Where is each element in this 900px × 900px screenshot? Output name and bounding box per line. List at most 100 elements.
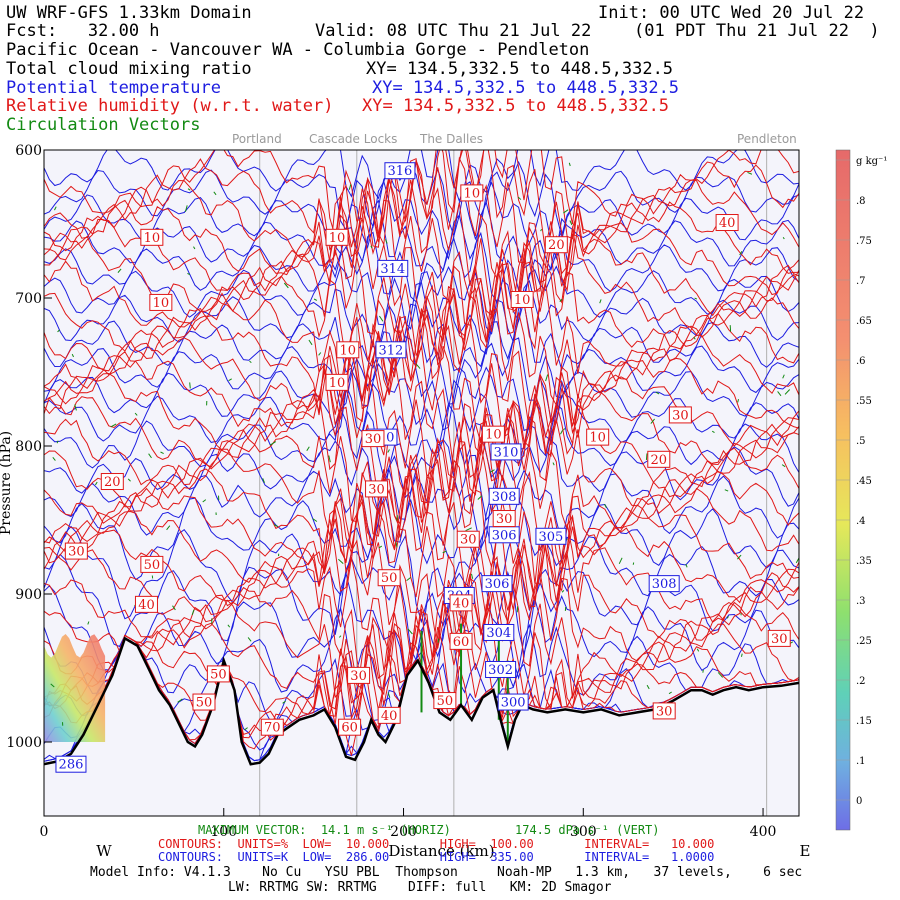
theta-label-text: 312 — [379, 343, 404, 358]
rh-label-text: 30 — [496, 512, 513, 527]
rh-label: 60 — [449, 632, 473, 650]
rh-label-text: 30 — [460, 533, 477, 548]
rh-contour-13 — [44, 363, 799, 490]
circulation-vector — [737, 554, 742, 560]
max-vector-vert: 174.5 dPa s⁻¹ (VERT) — [515, 823, 660, 837]
domain-title: UW WRF-GFS 1.33km Domain — [6, 3, 252, 23]
rh-label: 50 — [140, 555, 164, 573]
circulation-vector — [148, 453, 152, 459]
rh-contour-17 — [44, 443, 799, 573]
x-axis-label: Distance (km) — [388, 842, 494, 860]
theta-label: 308 — [488, 487, 520, 505]
rh-label-text: 10 — [485, 428, 502, 443]
rh-contour-20 — [44, 508, 799, 629]
theta-label-text: 305 — [539, 530, 564, 545]
rh-label-box — [100, 473, 124, 491]
rh-label-box — [544, 236, 568, 254]
rh-label-text: 70 — [264, 721, 281, 736]
rh-label-box — [149, 293, 173, 311]
theta-label: 304 — [483, 623, 515, 641]
theta-contour-info: CONTOURS: UNITS=K LOW= 286.00 HIGH= 335.… — [158, 850, 715, 864]
rh-contour-1 — [44, 150, 799, 258]
rh-label-text: 40 — [138, 598, 155, 613]
rh-contour-19 — [44, 477, 799, 610]
circulation-vector — [563, 428, 566, 431]
theta-label: 306 — [481, 575, 513, 593]
rh-label: 30 — [361, 430, 385, 448]
theta-contour-7 — [44, 302, 799, 373]
rh-label-text: 30 — [368, 482, 385, 497]
theta-label-text: 300 — [501, 696, 526, 711]
field-vectors-name: Circulation Vectors — [6, 115, 201, 135]
circulation-vector — [477, 495, 483, 500]
theta-label-box — [55, 755, 87, 773]
circulation-vector — [308, 339, 313, 346]
model-info: Model Info: V4.1.3 No Cu YSU PBL Thompso… — [90, 865, 803, 880]
theta-label-box — [384, 162, 416, 180]
circulation-vector — [193, 246, 196, 250]
circulation-vector — [717, 672, 724, 678]
rh-label: 30 — [767, 629, 791, 647]
circulation-vector — [437, 638, 440, 643]
rh-label-text: 30 — [68, 545, 85, 560]
theta-label-box — [490, 443, 522, 461]
colorbar-tick-label: .15 — [856, 716, 872, 727]
circulation-vector — [187, 272, 191, 276]
rh-label-text: 10 — [464, 186, 481, 201]
rh-label-box — [192, 693, 216, 711]
rh-label-text: 40 — [453, 596, 470, 611]
circulation-vector — [406, 577, 412, 581]
circulation-vector — [568, 162, 571, 167]
rh-label-text: 10 — [144, 231, 161, 246]
max-vector-horiz: MAXIMUM VECTOR: 14.1 m s⁻¹ (HORIZ) — [198, 823, 451, 837]
theta-label-text: 306 — [492, 528, 517, 543]
circulation-vector — [737, 398, 739, 403]
circulation-vector — [782, 374, 785, 379]
rh-label-box — [449, 632, 473, 650]
circulation-vector — [87, 621, 90, 625]
rh-label-text: 60 — [453, 635, 470, 650]
rh-label-text: 50 — [210, 667, 227, 682]
theta-contour-2 — [44, 180, 799, 261]
circulation-vector — [213, 191, 217, 196]
circulation-vector — [741, 653, 743, 657]
circulation-vector — [569, 220, 573, 226]
rh-contour-16 — [44, 421, 799, 549]
colorbar-tick-label: .75 — [856, 236, 872, 247]
rh-label-text: 10 — [340, 343, 357, 358]
rh-contour-8 — [44, 262, 799, 396]
theta-label: 312 — [375, 341, 407, 359]
rh-contour-18 — [44, 469, 799, 585]
valid-time-local: (01 PDT Thu 21 Jul 22 ) — [634, 21, 880, 41]
valid-time: Valid: 08 UTC Thu 21 Jul 22 — [315, 21, 592, 41]
y-tick-label: 600 — [15, 143, 42, 159]
rh-label-box — [433, 692, 457, 710]
circulation-vector — [726, 616, 729, 619]
circulation-vector — [247, 637, 252, 642]
x-tick-label: 0 — [40, 824, 49, 840]
theta-label: 286 — [55, 755, 87, 773]
rh-label: 30 — [668, 406, 692, 424]
theta-label-box — [375, 341, 407, 359]
theta-contour-11 — [44, 402, 799, 480]
theta-label: 300 — [497, 693, 529, 711]
theta-label-box — [648, 575, 680, 593]
colorbar-tick-label: .45 — [856, 476, 872, 487]
rh-label-box — [652, 702, 676, 720]
rh-contour-12 — [44, 352, 799, 481]
y-tick-label: 900 — [15, 587, 42, 603]
theta-label-box — [483, 623, 515, 641]
circulation-vector — [71, 353, 75, 358]
plot-frame — [43, 149, 800, 817]
colorbar-tick-label: .3 — [856, 596, 866, 607]
rh-label-box — [336, 341, 360, 359]
circulation-vector — [655, 391, 660, 395]
circulation-vector — [338, 558, 344, 564]
rh-label-text: 30 — [350, 669, 367, 684]
circulation-vector — [724, 489, 729, 492]
circulation-vector — [694, 297, 698, 300]
field-cloud-xy: XY= 134.5,332.5 to 448.5,332.5 — [366, 59, 674, 79]
circulation-vector — [172, 605, 176, 611]
rh-label-box — [715, 214, 739, 232]
